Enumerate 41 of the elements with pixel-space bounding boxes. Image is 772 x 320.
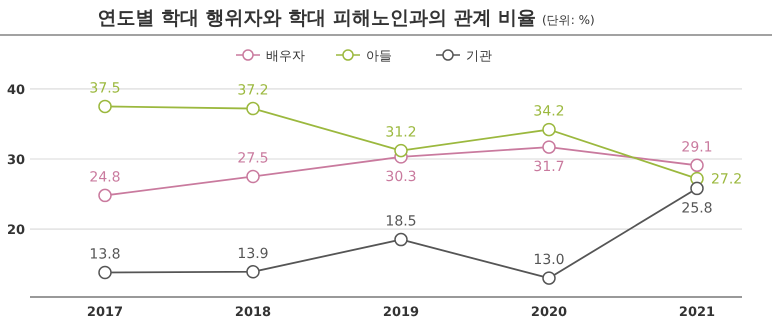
x-tick-label: 2018	[234, 305, 272, 320]
data-label: 37.5	[89, 80, 121, 96]
data-label: 31.7	[533, 159, 565, 176]
chart-subtitle: (단위: %)	[542, 13, 595, 27]
x-tick-label: 2019	[382, 305, 420, 320]
y-tick-label: 20	[6, 223, 26, 238]
legend-label: 배우자	[266, 49, 305, 64]
point	[394, 232, 408, 246]
data-label: 31.2	[385, 124, 417, 141]
point	[98, 188, 112, 202]
point	[98, 266, 112, 280]
data-label: 29.1	[681, 139, 713, 156]
y-tick-label: 40	[6, 82, 26, 98]
legend-label: 아들	[366, 49, 392, 64]
point	[542, 122, 556, 136]
data-label: 13.0	[533, 252, 565, 268]
data-label: 25.8	[681, 200, 713, 216]
data-label: 27.5	[237, 150, 269, 167]
point	[690, 158, 704, 172]
y-tick-label: 30	[6, 152, 26, 168]
point	[542, 140, 556, 154]
data-label: 37.2	[237, 82, 269, 99]
data-label: 13.8	[89, 246, 121, 262]
x-tick-label: 2020	[530, 305, 568, 320]
data-label: 24.8	[89, 169, 121, 186]
x-tick-label: 2021	[678, 305, 716, 320]
x-tick-label: 2017	[86, 305, 124, 320]
point	[246, 170, 260, 184]
data-label: 30.3	[385, 168, 417, 185]
point	[690, 182, 704, 196]
point	[246, 265, 260, 279]
point	[98, 100, 112, 114]
chart-title: 연도별 학대 행위자와 학대 피해노인과의 관계 비율	[97, 7, 536, 29]
data-label: 27.2	[711, 172, 742, 188]
data-label: 34.2	[533, 104, 565, 120]
point	[246, 102, 260, 116]
legend-label: 기관	[466, 49, 492, 64]
point	[542, 271, 556, 285]
data-label: 13.9	[237, 246, 269, 262]
point	[394, 144, 408, 158]
data-label: 18.5	[385, 214, 417, 230]
